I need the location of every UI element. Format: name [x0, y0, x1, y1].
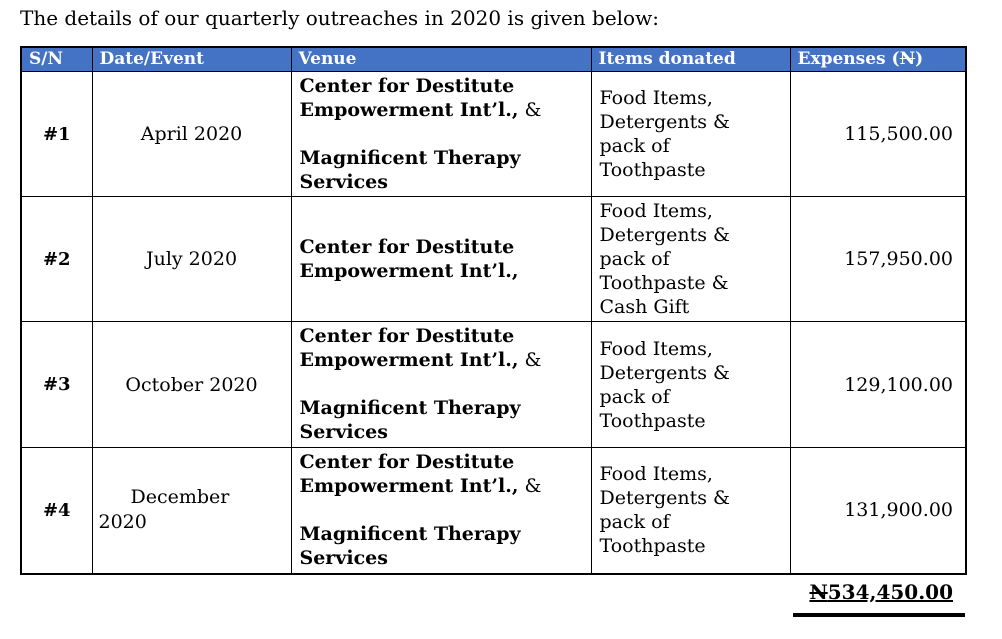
expense-cell: 129,100.00 — [789, 321, 967, 448]
header-cell-date-event: Date/Event — [91, 46, 292, 72]
date-cell: April 2020 — [91, 71, 292, 197]
date-cell: December 2020 — [91, 447, 292, 574]
table-row: #4 December 2020 Center for Destitute Em… — [20, 447, 967, 574]
date-cell: July 2020 — [91, 196, 292, 322]
expenses-label-suffix: ) — [915, 49, 924, 69]
expense-cell: 131,900.00 — [789, 447, 967, 574]
sn-cell: #1 — [20, 71, 93, 197]
venue-primary-text: Center for Destitute Empowerment Int’l., — [299, 75, 519, 121]
venue-primary: Center for Destitute Empowerment Int’l.,… — [300, 450, 583, 498]
document-page: The details of our quarterly outreaches … — [20, 6, 967, 617]
items-cell: Food Items, Detergents & pack of Toothpa… — [590, 71, 791, 197]
venue-primary-text: Center for Destitute Empowerment Int’l., — [299, 325, 519, 371]
expense-cell: 115,500.00 — [789, 71, 967, 197]
venue-ampersand: & — [518, 475, 542, 497]
venue-secondary-text: Magnificent Therapy Services — [299, 397, 521, 443]
grand-total-amount: N534,450.00 — [20, 580, 965, 604]
items-cell: Food Items, Detergents & pack of Toothpa… — [590, 321, 791, 448]
header-cell-expenses: Expenses (N) — [789, 46, 967, 72]
sn-cell: #3 — [20, 321, 93, 448]
expenses-label-prefix: Expenses ( — [797, 49, 900, 69]
table-row: #2 July 2020 Center for Destitute Empowe… — [20, 196, 967, 322]
grand-total-section: N534,450.00 — [20, 580, 965, 617]
expense-cell: 157,950.00 — [789, 196, 967, 322]
venue-ampersand: & — [518, 349, 542, 371]
date-cell: October 2020 — [91, 321, 292, 448]
intro-text: The details of our quarterly outreaches … — [20, 6, 659, 30]
sn-cell: #2 — [20, 196, 93, 322]
table-row: #3 October 2020 Center for Destitute Emp… — [20, 321, 967, 448]
header-cell-venue: Venue — [290, 46, 592, 72]
items-cell: Food Items, Detergents & pack of Toothpa… — [590, 196, 791, 322]
table-row: #1 April 2020 Center for Destitute Empow… — [20, 71, 967, 197]
venue-secondary-text: Magnificent Therapy Services — [299, 147, 521, 193]
outreach-table: S/N Date/Event Venue Items donated Expen… — [20, 46, 967, 575]
sn-cell: #4 — [20, 447, 93, 574]
total-rule — [793, 612, 965, 617]
table-header-row: S/N Date/Event Venue Items donated Expen… — [20, 46, 967, 72]
naira-symbol: N — [899, 49, 916, 69]
venue-primary-text: Center for Destitute Empowerment Int’l., — [299, 236, 519, 282]
venue-cell: Center for Destitute Empowerment Int’l.,… — [290, 447, 592, 574]
naira-symbol: N — [809, 579, 828, 604]
header-cell-items-donated: Items donated — [590, 46, 791, 72]
venue-ampersand: & — [518, 99, 542, 121]
items-cell: Food Items, Detergents & pack of Toothpa… — [590, 447, 791, 574]
grand-total-value: 534,450.00 — [827, 579, 953, 604]
venue-secondary-text: Magnificent Therapy Services — [299, 523, 521, 569]
header-cell-sn: S/N — [20, 46, 93, 72]
venue-cell: Center for Destitute Empowerment Int’l., — [290, 196, 592, 322]
date-text: December 2020 — [98, 486, 230, 534]
venue-cell: Center for Destitute Empowerment Int’l.,… — [290, 71, 592, 197]
venue-cell: Center for Destitute Empowerment Int’l.,… — [290, 321, 592, 448]
venue-primary-text: Center for Destitute Empowerment Int’l., — [299, 451, 519, 497]
venue-primary: Center for Destitute Empowerment Int’l.,… — [300, 74, 583, 122]
venue-primary: Center for Destitute Empowerment Int’l.,… — [300, 324, 583, 372]
